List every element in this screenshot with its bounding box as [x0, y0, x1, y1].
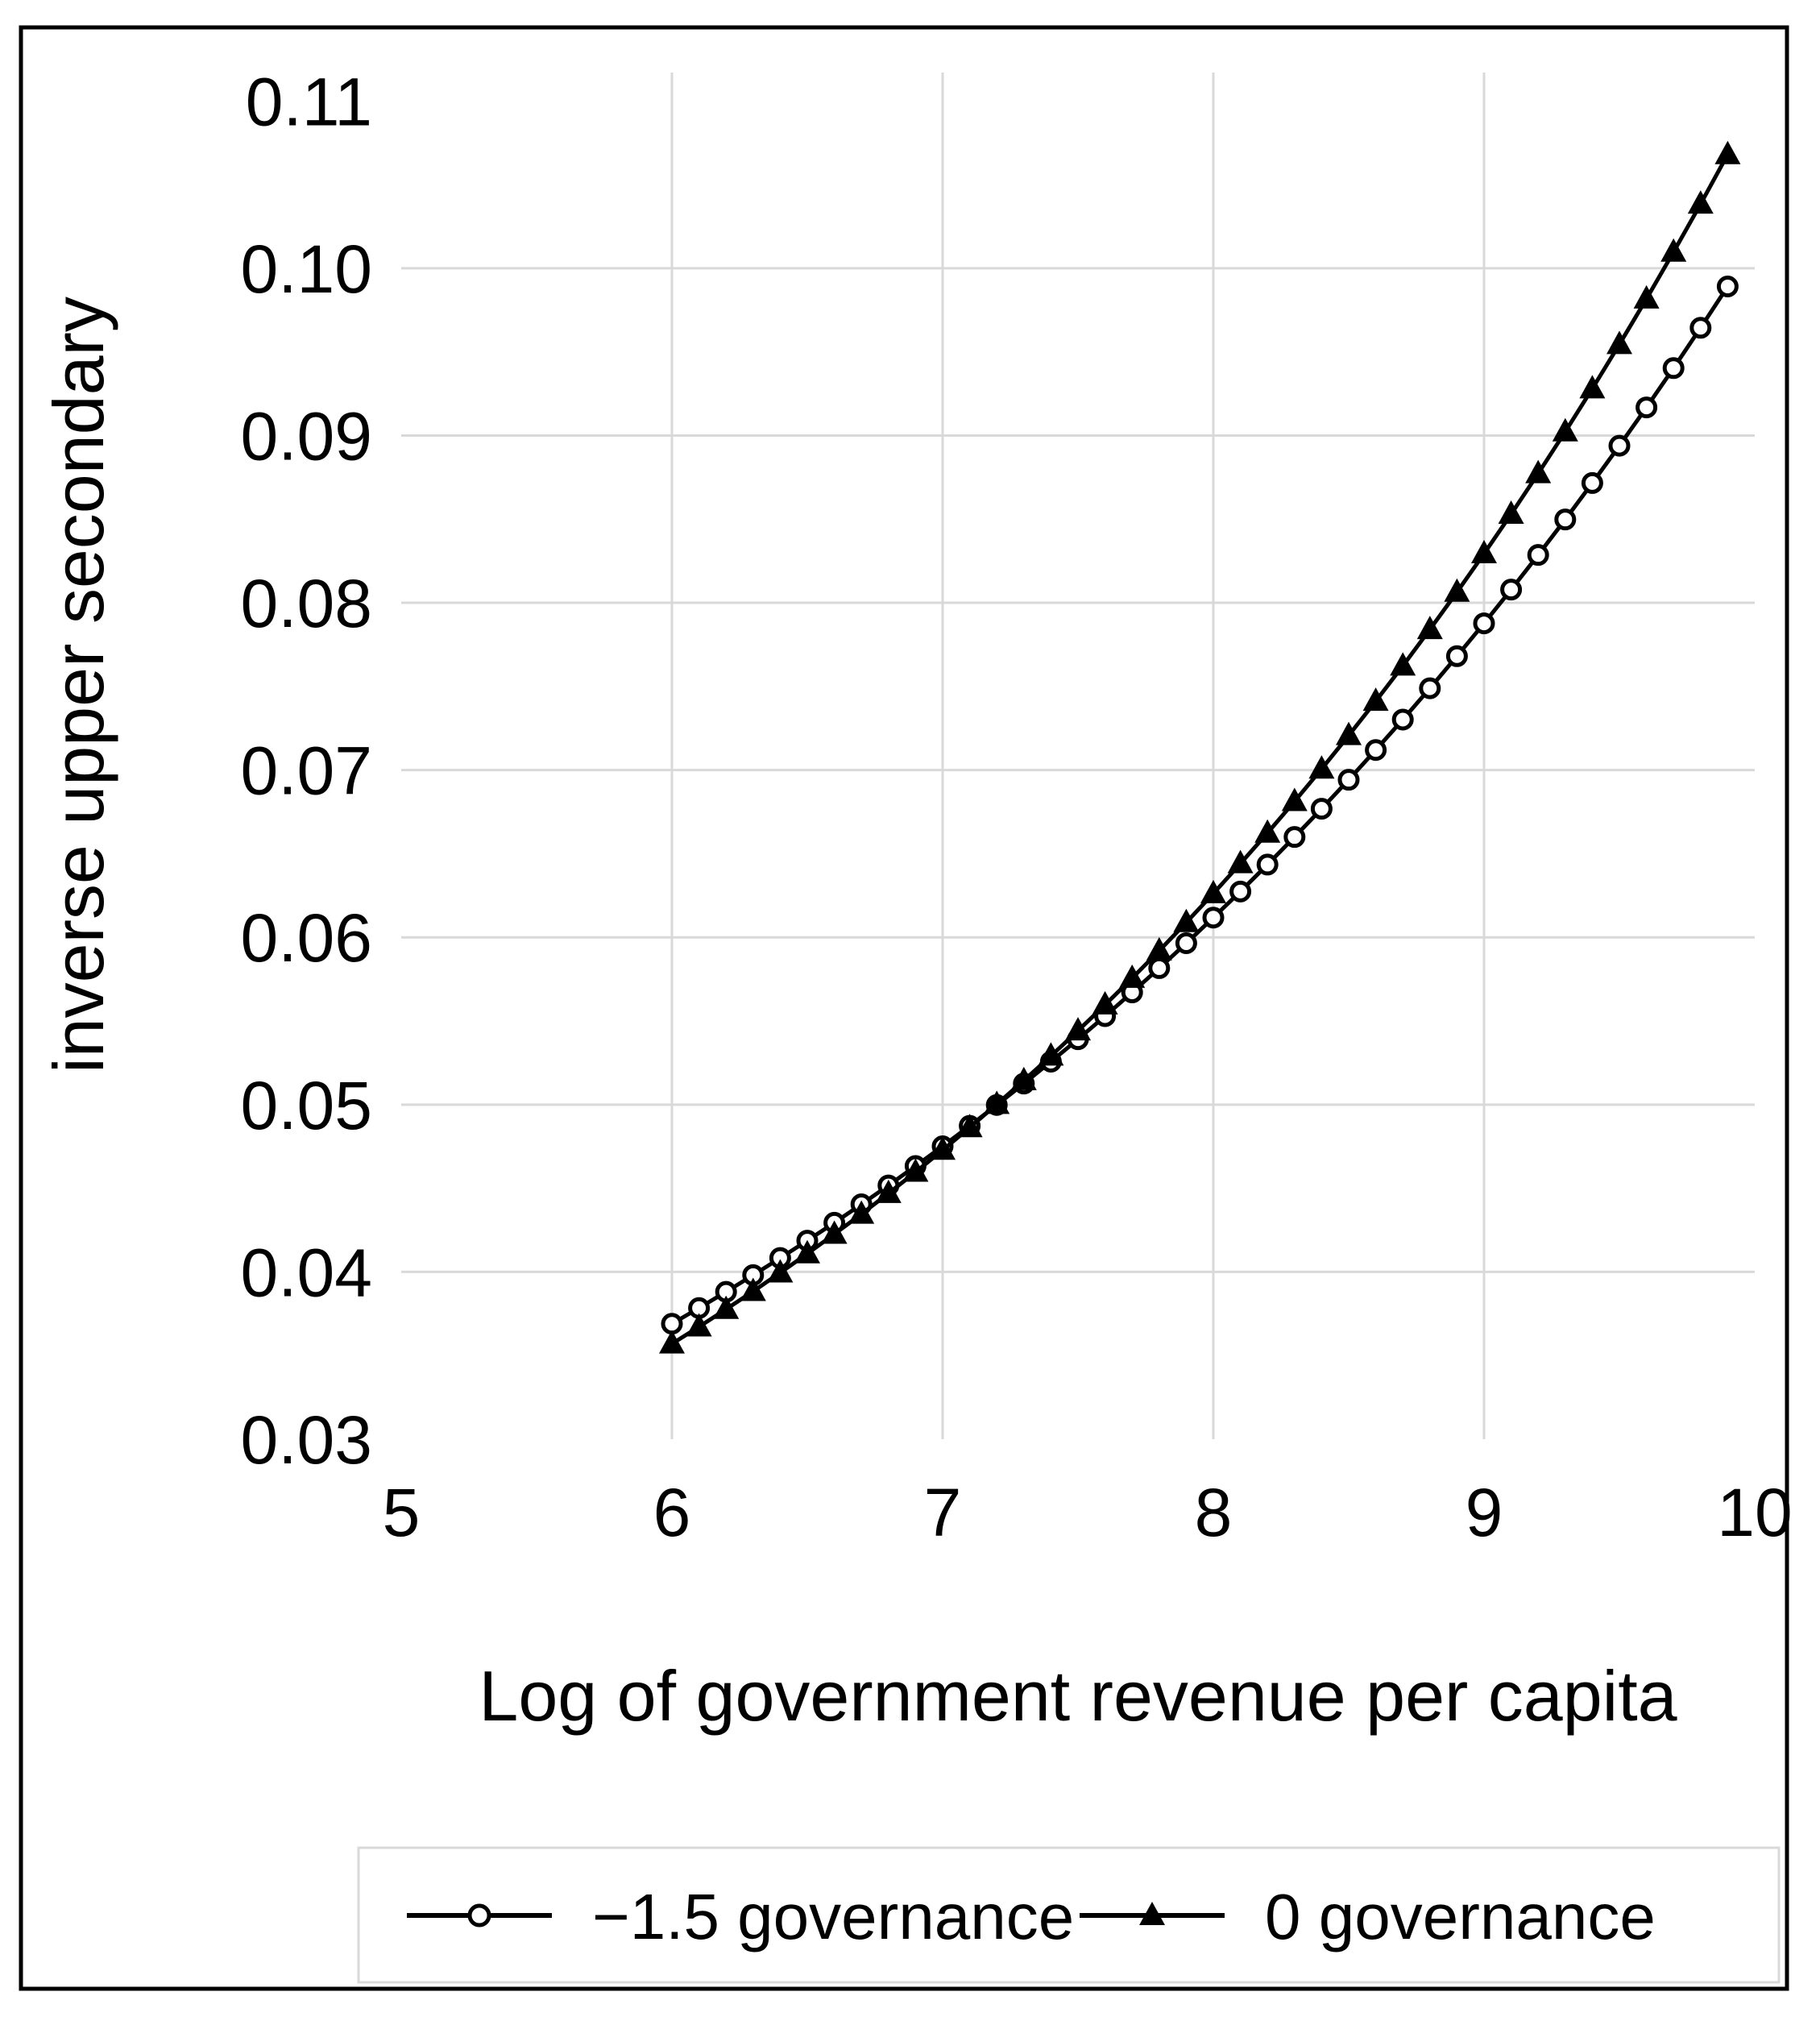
filled-triangle-data-point [1119, 964, 1146, 988]
filled-triangle-data-point [659, 1330, 685, 1354]
x-tick-label: 6 [653, 1475, 691, 1550]
open-circle-data-point [1175, 932, 1197, 954]
open-circle-data-point [1445, 645, 1468, 667]
y-tick-label: 0.09 [241, 398, 373, 474]
filled-triangle-data-point [984, 1090, 1010, 1114]
open-circle-data-point [1473, 612, 1495, 635]
filled-triangle-data-point [767, 1259, 794, 1283]
y-tick-label: 0.05 [241, 1068, 373, 1143]
filled-triangle-data-point [1525, 459, 1552, 483]
y-tick-label: 0.10 [241, 231, 373, 307]
open-circle-data-point [1391, 708, 1414, 731]
open-circle-data-point [1581, 471, 1603, 494]
y-axis-title: inverse upper secondary [39, 297, 118, 1073]
filled-triangle-data-point [1444, 578, 1470, 602]
x-axis-tick-labels: 5 6 7 8 9 10 [383, 1475, 1793, 1550]
filled-triangle-data-point [1092, 990, 1118, 1015]
x-axis-title: Log of government revenue per capita [479, 1656, 1677, 1736]
y-axis-tick-labels: 0.11 0.10 0.09 0.08 0.07 0.06 0.05 0.04 0.03 [241, 64, 373, 1478]
filled-triangle-data-point [1227, 849, 1254, 874]
filled-triangle-data-point [875, 1179, 902, 1203]
x-tick-label: 5 [383, 1475, 421, 1550]
filled-triangle-data-point [1416, 616, 1443, 640]
y-tick-label: 0.11 [246, 64, 372, 139]
filled-triangle-data-point [1173, 908, 1200, 932]
filled-triangle-data-point [821, 1220, 848, 1244]
filled-triangle-data-point [1660, 238, 1687, 262]
filled-triangle-data-point [848, 1200, 875, 1224]
open-circle-data-point [1365, 739, 1387, 762]
filled-triangle-data-point [1200, 879, 1226, 903]
legend-label: 0 governance [1265, 1881, 1656, 1953]
filled-triangle-data-point [1038, 1042, 1064, 1066]
legend-box [357, 1846, 1781, 1984]
open-circle-data-point [1283, 826, 1306, 849]
open-circle-data-point [1608, 434, 1631, 457]
legend: −1.5 governance 0 governance [357, 1846, 1781, 1984]
gridlines [401, 73, 1755, 1439]
open-circle-data-point [1229, 880, 1252, 903]
legend-label: −1.5 governance [592, 1881, 1074, 1953]
open-circle-data-point [1636, 396, 1658, 419]
y-tick-label: 0.08 [241, 566, 373, 641]
open-circle-data-point [1337, 769, 1360, 791]
open-circle-data-point [1554, 508, 1577, 531]
open-circle-data-point [1202, 907, 1225, 929]
filled-triangle-data-point [1714, 140, 1741, 164]
filled-triangle-data-point [1687, 190, 1714, 214]
y-tick-label: 0.06 [241, 900, 373, 976]
open-circle-data-point [661, 1313, 683, 1335]
filled-triangle-data-point [1146, 936, 1172, 961]
filled-triangle-data-point [1390, 652, 1416, 676]
series-layer [659, 140, 1741, 1354]
filled-triangle-data-point [1065, 1017, 1091, 1041]
filled-triangle-data-point [686, 1313, 712, 1337]
legend-item-neg15-governance: −1.5 governance [407, 1881, 1074, 1953]
filled-triangle-data-point [930, 1136, 956, 1160]
legend-item-zero-governance: 0 governance [1080, 1881, 1656, 1953]
filled-triangle-data-point [902, 1158, 929, 1182]
filled-triangle-data-point [794, 1239, 820, 1264]
filled-triangle-data-point [1362, 687, 1389, 712]
series-line [670, 285, 1730, 1326]
filled-triangle-data-point [1254, 819, 1281, 843]
filled-triangle-data-point [1606, 330, 1632, 355]
open-circle-data-point [1689, 317, 1712, 339]
open-circle-data-point [1310, 798, 1333, 820]
filled-triangle-data-point [1552, 417, 1578, 442]
y-tick-label: 0.04 [241, 1235, 373, 1310]
series-line [670, 153, 1730, 1346]
open-circle-data-point [1256, 853, 1279, 876]
filled-triangle-data-point [1498, 500, 1524, 525]
open-circle-data-point [1500, 579, 1523, 601]
open-circle-data-point [1419, 677, 1441, 699]
filled-triangle-data-point [740, 1277, 766, 1301]
open-circle-data-point [1527, 544, 1549, 566]
filled-triangle-data-point [1010, 1066, 1037, 1090]
filled-triangle-data-point [1471, 540, 1497, 564]
y-tick-label: 0.03 [241, 1402, 373, 1478]
x-tick-label: 8 [1195, 1475, 1233, 1550]
filled-triangle-data-point [956, 1114, 983, 1138]
y-tick-label: 0.07 [241, 733, 373, 809]
filled-triangle-marker-icon [1139, 1902, 1165, 1925]
filled-triangle-data-point [713, 1295, 740, 1319]
filled-triangle-data-point [1308, 755, 1335, 779]
filled-triangle-data-point [1336, 721, 1362, 745]
filled-triangle-data-point [1633, 284, 1660, 309]
x-tick-label: 9 [1466, 1475, 1503, 1550]
open-circle-data-point [1662, 357, 1685, 380]
open-circle-marker-icon [467, 1903, 491, 1928]
filled-triangle-data-point [1579, 375, 1606, 399]
open-circle-data-point [1716, 276, 1739, 298]
open-circle-data-point [1148, 957, 1171, 979]
x-tick-label: 7 [924, 1475, 962, 1550]
filled-triangle-data-point [1281, 787, 1308, 811]
x-tick-label: 10 [1717, 1475, 1792, 1550]
figure-frame [19, 25, 1789, 1991]
